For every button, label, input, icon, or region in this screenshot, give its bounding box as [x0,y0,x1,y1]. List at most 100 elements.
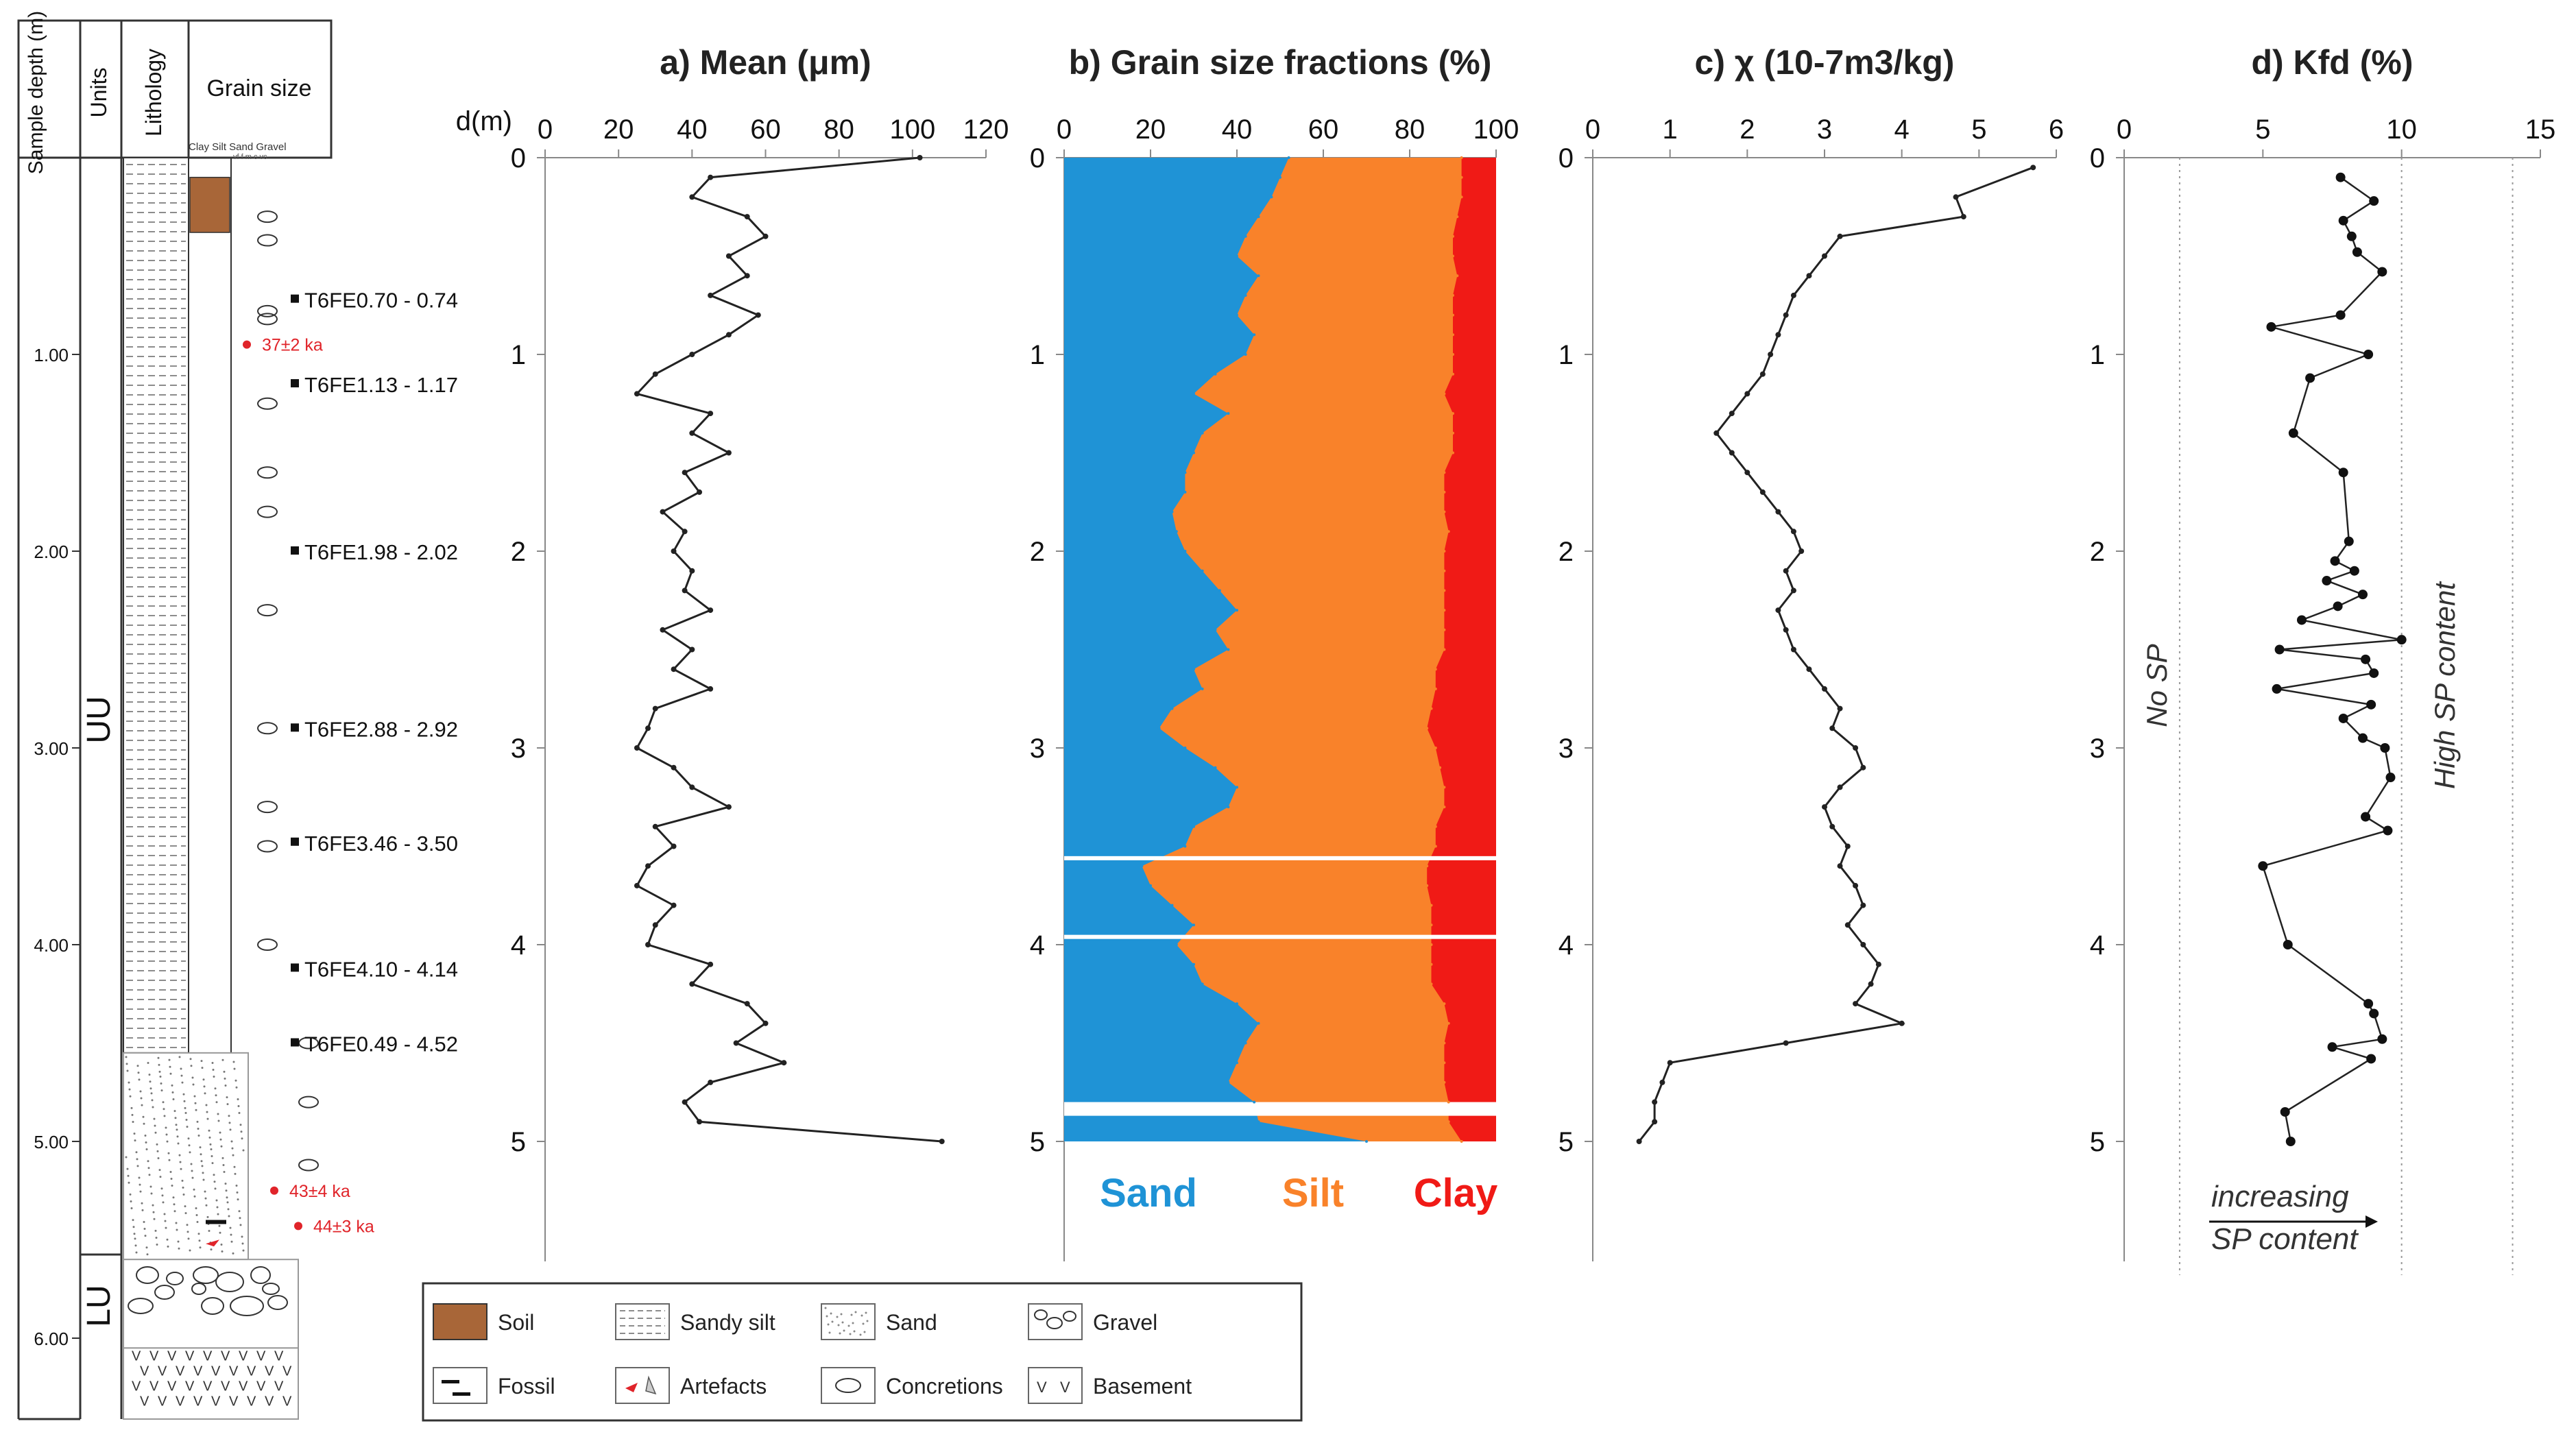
legend-swatch-sand [821,1303,876,1340]
sand-dot [173,1203,176,1206]
kfd-point [2335,172,2346,182]
basement-mark: V [185,1348,195,1364]
concretion [257,397,278,410]
sand-dot [226,1103,229,1106]
grain-size-subclasses: vf f m c vc [233,153,267,161]
mean-point [725,450,732,456]
sand-point [1257,1120,1260,1124]
mean-point [660,509,666,515]
sand-dot [141,1209,144,1211]
sand-point [1183,490,1187,494]
sand-dot [233,1067,236,1070]
sand-dot [197,1127,200,1130]
log-depth-label: 1.00 [34,345,69,365]
sand-dot [196,1120,199,1123]
silt-point [1456,215,1459,219]
chi-point [1822,804,1827,810]
basement-mark: V [176,1394,185,1409]
sand-dot [157,1056,160,1059]
silt-point [1430,707,1433,710]
chi-point [1844,922,1851,928]
silt-point [1434,687,1437,690]
y-tick-label: 3 [2090,734,2105,764]
gravel-clast [154,1285,175,1300]
sand-dot [171,1185,173,1187]
chi-point [1860,942,1866,947]
basement-mark: V [265,1394,274,1409]
sand-point [1244,353,1247,356]
sand-dot [208,1229,210,1232]
legend-dot [826,1315,828,1318]
sand-dot [186,1231,189,1233]
basement-mark: V [229,1394,239,1409]
mean-point [689,352,695,357]
sand-dot [206,1117,209,1120]
chi-point [1837,705,1843,712]
kfd-point [2377,267,2387,277]
chart-kfd: d) Kfd (%) 0 5 10 15 0 1 2 3 4 5 No SP High SP conte… [2090,43,2555,1275]
sand-dot [217,1113,219,1115]
sand-dot [167,1152,170,1154]
sand-label: Sand [1100,1171,1197,1215]
chi-point [1853,745,1859,751]
gravel-unit [123,1259,299,1349]
sample-marker [291,723,299,732]
x-tick-label: 6 [2049,114,2064,145]
chi-point [1783,1040,1789,1046]
sand-dot [188,1144,191,1147]
kfd-point [2361,812,2371,822]
y-tick-label: 3 [1030,734,1045,764]
header-sample-depth: Sample depth (m) [25,11,47,174]
sand-dot [152,1204,154,1207]
gravel-clast [250,1266,271,1284]
header-lithology: Lithology [141,49,166,136]
sand-dot [162,1101,165,1104]
legend-dot [860,1314,863,1317]
sand-dot [194,1102,197,1104]
chi-point [1806,666,1812,673]
sand-dot [139,1190,142,1193]
sand-dot [223,1070,226,1073]
sand-dot [154,1124,156,1127]
increasing-arrow-head [2366,1215,2378,1228]
x-tick-label: 60 [750,114,781,145]
legend-dot [837,1324,840,1327]
sand-dot [220,1243,223,1246]
depth-axis-label: d(m) [456,106,512,136]
sand-dot [229,1226,232,1229]
sand-dot [199,1146,202,1149]
sand-dot [130,1200,132,1202]
sand-point [1175,943,1178,946]
sand-dot [144,1235,147,1237]
sand-dot [215,1101,218,1104]
x-tick-label: 80 [823,114,854,145]
concretion [257,210,278,223]
silt-point [1452,412,1454,415]
chi-point [1829,823,1835,830]
sand-dot [219,1131,221,1134]
sand-dot [152,1106,154,1109]
kfd-point [2283,940,2293,949]
kfd-point [2338,468,2348,478]
sand-dot [230,1140,233,1143]
sand-dot [139,1183,141,1186]
chi-point [1652,1099,1658,1105]
sand-point [1214,766,1217,769]
mean-point [671,764,677,771]
x-tick-label: 120 [963,114,1009,145]
chi-point [1744,470,1750,476]
mean-point [725,253,732,259]
sand-point [1236,313,1238,317]
silt-point [1452,234,1454,238]
chi-point [1860,902,1866,908]
sand-dot [169,1170,172,1173]
basement-mark: V [149,1379,159,1394]
basement-mark: V [132,1348,141,1364]
mean-point [708,411,714,417]
chi-point [1953,194,1959,200]
x-tick-label: 4 [1894,114,1910,145]
fossil-mark [206,1220,226,1224]
chi-point [1783,627,1789,633]
mean-point [682,470,688,476]
